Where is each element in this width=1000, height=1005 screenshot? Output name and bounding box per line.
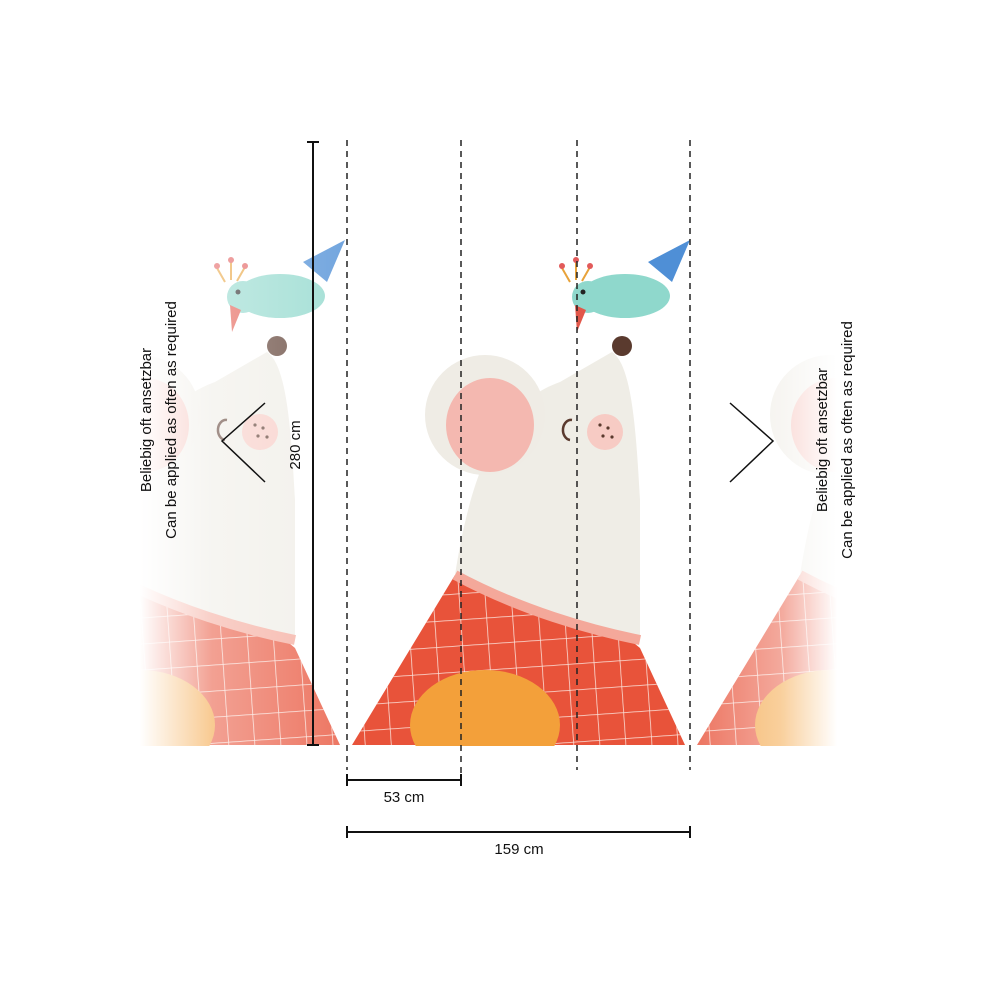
- left-note-line2: Can be applied as often as required: [163, 301, 180, 539]
- illustration-main: [352, 240, 690, 780]
- illustration-right: [697, 140, 837, 746]
- left-note-line1: Beliebig oft ansetzbar: [138, 348, 155, 492]
- chevrons: [220, 402, 775, 483]
- right-note-line2: Can be applied as often as required: [839, 321, 856, 559]
- illustration-left: [140, 140, 346, 746]
- total-width-label: 159 cm: [494, 841, 543, 858]
- height-label: 280 cm: [287, 420, 304, 469]
- panel-seams: [346, 140, 691, 785]
- right-note-line1: Beliebig oft ansetzbar: [814, 368, 831, 512]
- dimension-lines: [307, 141, 691, 838]
- panel-width-label: 53 cm: [384, 789, 425, 806]
